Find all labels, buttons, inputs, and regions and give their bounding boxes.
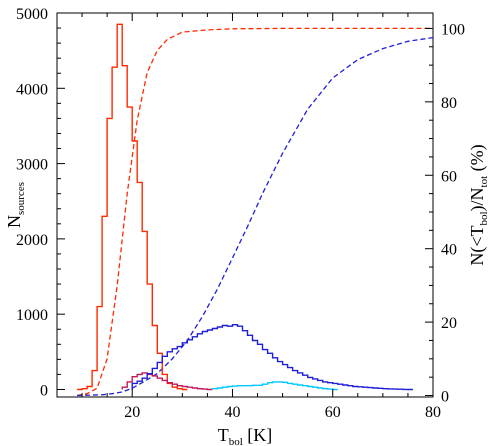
x-tick-label: 60 [325,404,341,421]
y-right-tick-label: 40 [441,242,457,259]
tick-layer: 20 40 60 8001000200030004000500002040608010… [16,6,465,421]
y-right-tick-label: 20 [441,315,457,332]
data-layer [76,23,434,397]
histogram-0 [77,23,188,391]
histogram-1 [121,372,213,391]
y-left-tick-label: 1000 [16,307,48,324]
cumulative-curve-0 [76,27,433,397]
histogram-3 [211,381,338,391]
y-right-tick-label: 100 [441,21,465,38]
y-left-tick-label: 5000 [16,6,48,23]
y-left-tick-label: 3000 [16,157,48,174]
cumulative-curve-1 [77,36,434,397]
y-right-tick-label: 80 [441,95,457,112]
right-y-axis-title: N(<Tbol)/Ntot (%) [467,144,490,265]
y-right-tick-label: 60 [441,168,457,185]
x-tick-label: 40 [224,404,240,421]
histogram-2 [131,324,413,391]
left-y-axis-title: Nsources [4,182,27,228]
plot-frame [56,12,434,398]
x-tick-label: 20 [124,404,140,421]
x-tick-label: 80 [425,404,441,421]
y-left-tick-label: 2000 [16,232,48,249]
y-left-tick-label: 0 [40,382,48,399]
y-left-tick-label: 4000 [16,81,48,98]
x-axis-title: Tbol [K] [218,425,273,446]
y-right-tick-label: 0 [441,389,449,406]
plot-area [56,12,434,398]
